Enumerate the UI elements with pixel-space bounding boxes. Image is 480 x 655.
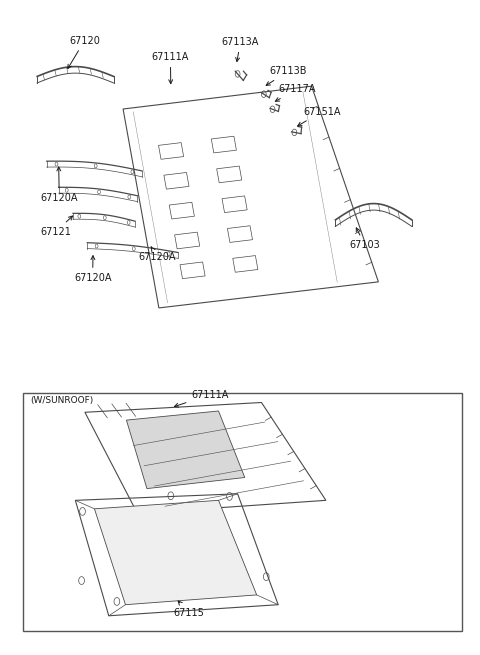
- Text: 67111A: 67111A: [152, 52, 189, 84]
- Bar: [23, 393, 462, 631]
- Text: 67121: 67121: [40, 216, 72, 236]
- Text: 67113B: 67113B: [266, 66, 307, 85]
- Text: 67120A: 67120A: [139, 247, 176, 262]
- Text: 67120A: 67120A: [40, 167, 78, 203]
- Polygon shape: [126, 411, 245, 489]
- Text: 67111A: 67111A: [174, 390, 228, 407]
- Text: 67151A: 67151A: [298, 107, 340, 126]
- Text: 67103: 67103: [350, 228, 381, 250]
- Text: 67120A: 67120A: [74, 255, 111, 283]
- Text: 67120: 67120: [68, 35, 100, 69]
- Polygon shape: [95, 500, 257, 605]
- Text: 67115: 67115: [173, 601, 204, 618]
- Text: 67113A: 67113A: [222, 37, 259, 62]
- Text: 67117A: 67117A: [276, 84, 316, 102]
- Text: (W/SUNROOF): (W/SUNROOF): [30, 396, 93, 405]
